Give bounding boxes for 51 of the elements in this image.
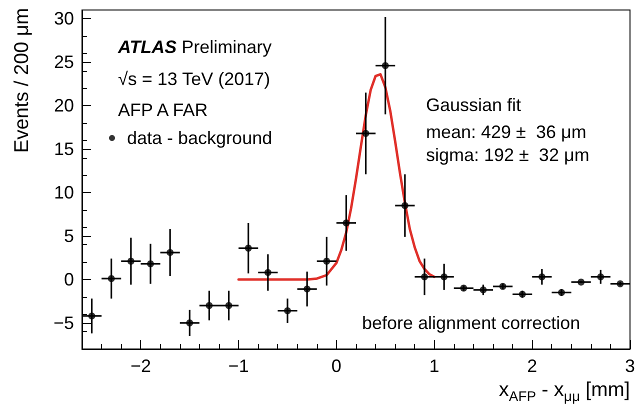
annotation: AFP A FAR: [118, 100, 208, 120]
annotation: √s = 13 TeV (2017): [118, 69, 270, 89]
annotation: ATLAS Preliminary: [117, 37, 272, 57]
y-tick-label: 10: [54, 182, 74, 203]
y-tick-label: 15: [54, 139, 74, 160]
y-tick-label: 0: [64, 269, 74, 290]
point: [147, 260, 154, 268]
point: [401, 202, 408, 210]
point: [499, 282, 506, 290]
point: [440, 273, 448, 280]
point: [88, 312, 96, 320]
point: [206, 302, 213, 310]
y-tick-label: 30: [54, 8, 74, 29]
point: [597, 273, 604, 280]
point: [186, 319, 194, 326]
annotation: Gaussian fit: [426, 95, 522, 115]
point: [578, 278, 585, 286]
point: [518, 290, 526, 298]
legend-label: data - background: [127, 128, 272, 148]
x-tick-label: −2: [130, 356, 151, 376]
point: [166, 249, 174, 256]
x-tick-label: 2: [527, 356, 538, 376]
point: [264, 269, 272, 276]
y-axis-title: Events / 200 μm: [11, 8, 33, 153]
point: [558, 289, 565, 296]
y-tick-label: 20: [54, 96, 74, 116]
y-tick-label: 25: [54, 52, 74, 72]
point: [616, 280, 624, 288]
point: [460, 284, 468, 292]
point: [225, 302, 232, 310]
x-tick-label: −1: [228, 356, 249, 376]
x-tick-label: 0: [331, 356, 342, 376]
y-tick-label: −5: [53, 312, 74, 333]
point: [342, 219, 350, 226]
annotation: mean: 429 ± 36 μm: [426, 122, 586, 142]
point: [284, 307, 291, 314]
y-tick-label: 5: [64, 226, 74, 246]
point: [382, 62, 389, 70]
point: [421, 273, 428, 280]
point: [244, 244, 252, 252]
annotation: before alignment correction: [362, 313, 580, 333]
point: [127, 258, 134, 265]
annotation: sigma: 192 ± 32 μm: [426, 145, 590, 165]
x-tick-label: 3: [624, 356, 636, 376]
point: [538, 273, 546, 280]
point: [108, 275, 115, 282]
point: [323, 258, 330, 265]
point: [480, 286, 487, 294]
x-tick-label: 1: [429, 356, 440, 376]
point: [362, 130, 370, 137]
point: [304, 286, 311, 293]
